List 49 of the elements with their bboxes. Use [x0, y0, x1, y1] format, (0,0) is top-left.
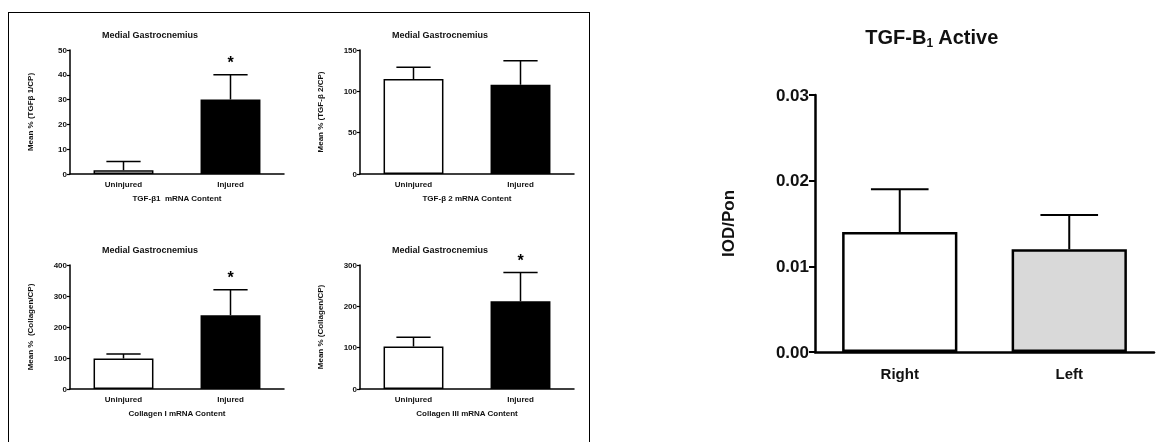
y-tick-label: 300: [343, 260, 358, 270]
y-axis-title: Mean % (Collagen/CP): [25, 283, 35, 371]
y-tick-label: 0.03: [775, 85, 809, 105]
y-tick-label: 0: [352, 384, 358, 394]
x-tick-label: Injured: [507, 179, 534, 189]
chart-title: Medial Gastrocnemius: [391, 29, 489, 40]
y-tick-label: 0.02: [775, 171, 809, 191]
y-tick-label: 100: [343, 343, 358, 353]
y-tick-label: 100: [53, 353, 68, 363]
x-tick-label: Uninjured: [394, 179, 433, 189]
y-tick-label: 100: [343, 86, 358, 96]
y-tick-label: 10: [58, 144, 68, 154]
y-tick-label: 0: [62, 384, 68, 394]
annotation: *: [517, 251, 525, 269]
x-axis-title: TGF-β1 mRNA Content: [132, 193, 222, 203]
annotation: *: [227, 269, 235, 287]
y-tick-label: 0: [352, 169, 358, 179]
y-tick-label: 300: [53, 291, 68, 301]
x-axis-title: Collagen III mRNA Content: [416, 408, 519, 418]
x-tick-label: Left: [1055, 365, 1083, 382]
y-axis-title: Mean % (TGF-β 2/CP): [315, 71, 325, 153]
y-tick-label: 400: [53, 260, 68, 270]
y-axis-title: Mean % (TGFβ 1/CP): [25, 72, 35, 152]
chart-title: Medial Gastrocnemius: [391, 244, 489, 255]
y-tick-label: 0.00: [775, 342, 809, 362]
y-axis-title: Mean % (Collagen/CP): [315, 284, 325, 370]
x-tick-label: Injured: [507, 394, 534, 404]
y-tick-label: 50: [58, 45, 68, 55]
y-tick-label: 40: [58, 70, 68, 80]
y-tick-label: 0.01: [775, 256, 809, 276]
x-tick-label: Uninjured: [394, 394, 433, 404]
x-axis-title: Collagen I mRNA Content: [128, 408, 226, 418]
y-tick-label: 50: [348, 128, 358, 138]
x-tick-label: Injured: [217, 179, 244, 189]
y-tick-label: 150: [343, 45, 358, 55]
y-tick-label: 0: [62, 169, 68, 179]
annotation: *: [227, 54, 235, 72]
y-tick-label: 20: [58, 119, 68, 129]
y-tick-label: 200: [53, 322, 68, 332]
chart-title: Medial Gastrocnemius: [101, 244, 199, 255]
x-tick-label: Uninjured: [104, 394, 143, 404]
y-tick-label: 30: [58, 95, 68, 105]
x-tick-label: Right: [880, 365, 919, 382]
x-tick-label: Injured: [217, 394, 244, 404]
y-axis-title: IOD/Pon: [719, 189, 738, 258]
x-tick-label: Uninjured: [104, 179, 143, 189]
x-axis-title: TGF-β 2 mRNA Content: [422, 193, 512, 203]
y-tick-label: 200: [343, 301, 358, 311]
chart-title: Medial Gastrocnemius: [101, 29, 199, 40]
